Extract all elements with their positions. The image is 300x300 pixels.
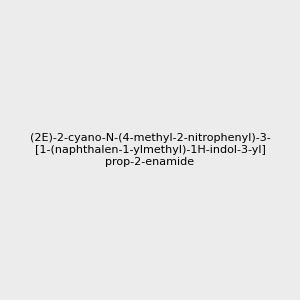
Text: (2E)-2-cyano-N-(4-methyl-2-nitrophenyl)-3-
[1-(naphthalen-1-ylmethyl)-1H-indol-3: (2E)-2-cyano-N-(4-methyl-2-nitrophenyl)-… [30, 134, 270, 166]
